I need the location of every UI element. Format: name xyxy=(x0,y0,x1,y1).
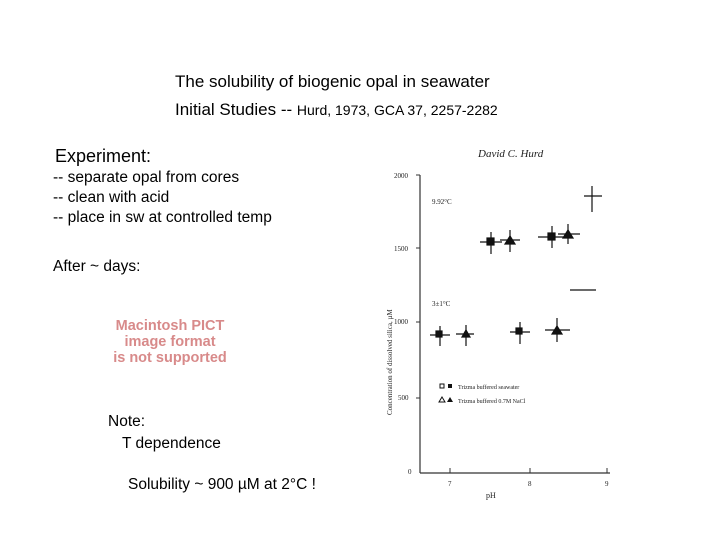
pict-line: image format xyxy=(124,334,216,350)
note-block: Note: T dependence xyxy=(108,411,221,455)
y-tick-label: 500 xyxy=(398,394,409,402)
slide-title: The solubility of biogenic opal in seawa… xyxy=(175,68,498,124)
title-reference: Hurd, 1973, GCA 37, 2257-2282 xyxy=(296,102,498,118)
upper-data-points xyxy=(480,186,602,291)
x-tick-label: 8 xyxy=(528,480,532,488)
series-label-upper: 9.92°C xyxy=(432,198,452,206)
step-item: -- place in sw at controlled temp xyxy=(53,209,272,226)
figure-legend: Trizma buffered seawater Trizma buffered… xyxy=(438,383,526,405)
y-tick-label: 0 xyxy=(408,468,412,476)
experiment-heading: Experiment: xyxy=(55,146,152,166)
title-line-2: Initial Studies -- Hurd, 1973, GCA 37, 2… xyxy=(175,96,498,124)
note-text: T dependence xyxy=(122,435,221,452)
x-tick-label: 9 xyxy=(605,480,609,488)
figure-author: David C. Hurd xyxy=(477,148,544,160)
x-tick-label: 7 xyxy=(448,480,452,488)
pict-line: is not supported xyxy=(113,350,227,366)
legend-entry: Trizma buffered 0.7M NaCl xyxy=(458,398,526,405)
experiment-steps: -- separate opal from cores -- clean wit… xyxy=(53,168,272,228)
step-item: -- clean with acid xyxy=(53,189,170,206)
y-tick-label: 2000 xyxy=(394,172,409,180)
figure-y-label: Concentration of dissolved silica, µM xyxy=(386,309,394,415)
title-line-2-main: Initial Studies -- xyxy=(175,100,297,119)
figure-x-label: pH xyxy=(486,491,496,500)
y-tick-label: 1500 xyxy=(394,245,409,253)
after-days-label: After ~ days: xyxy=(53,258,141,275)
note-heading: Note: xyxy=(108,413,146,430)
lower-data-points xyxy=(430,318,570,346)
legend-entry: Trizma buffered seawater xyxy=(458,384,519,391)
step-item: -- separate opal from cores xyxy=(53,169,240,186)
title-line-1: The solubility of biogenic opal in seawa… xyxy=(175,72,490,91)
solubility-statement: Solubility ~ 900 µM at 2°C ! xyxy=(128,476,316,493)
series-label-lower: 3±1°C xyxy=(432,300,451,308)
y-tick-label: 1000 xyxy=(394,318,409,326)
scanned-figure: David C. Hurd 2000 1500 1000 500 0 7 8 9… xyxy=(386,148,610,500)
pict-placeholder-image: Macintosh PICT image format is not suppo… xyxy=(90,318,250,366)
pict-line: Macintosh PICT xyxy=(115,318,225,334)
